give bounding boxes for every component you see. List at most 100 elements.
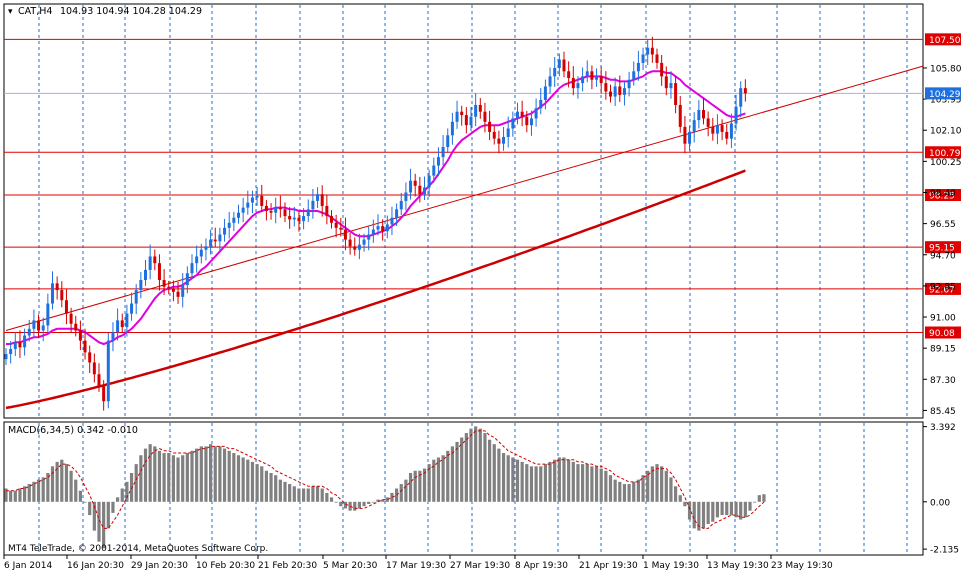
candle <box>604 71 608 100</box>
macd-bar <box>683 501 687 507</box>
macd-bar <box>539 466 543 502</box>
level-tag <box>925 282 961 295</box>
candle <box>213 227 217 248</box>
macd-bar <box>297 488 301 502</box>
macd-bar <box>641 475 645 502</box>
candle <box>78 320 82 351</box>
candle <box>706 111 710 137</box>
candle <box>55 276 59 300</box>
macd-bar <box>497 448 501 502</box>
macd-bar <box>385 497 389 502</box>
macd-bar <box>320 488 324 502</box>
macd-bar <box>674 486 678 502</box>
macd-bar <box>455 441 459 502</box>
candle <box>715 114 719 145</box>
candle <box>348 232 352 255</box>
candle <box>190 254 194 280</box>
macd-bar <box>436 457 441 502</box>
candle <box>455 100 459 129</box>
macd-bar <box>404 479 408 502</box>
macd-bar <box>32 481 36 502</box>
candle <box>660 54 664 86</box>
candle <box>720 119 724 141</box>
macd-bar <box>418 470 422 502</box>
price-tick-label: 94.70 <box>930 251 956 261</box>
macd-bar <box>757 495 761 502</box>
candle <box>525 110 529 133</box>
candle <box>627 71 631 97</box>
candle <box>385 215 389 239</box>
candle <box>692 112 696 143</box>
trendline[interactable] <box>5 65 924 331</box>
candle <box>613 77 617 106</box>
candle <box>37 314 41 338</box>
candle <box>683 115 687 154</box>
candle <box>609 84 612 103</box>
candle <box>641 47 645 70</box>
candle <box>446 128 450 153</box>
candle <box>278 195 282 218</box>
macd-bar <box>399 484 403 502</box>
candle <box>260 184 264 212</box>
macd-bar <box>474 426 478 502</box>
candle <box>492 126 496 145</box>
macd-bar <box>529 466 534 502</box>
macd-bar <box>148 444 152 502</box>
time-tick-label: 5 Mar 20:30 <box>323 561 378 571</box>
symbol-icon: ▾ <box>8 7 13 17</box>
candle <box>288 207 292 229</box>
macd-bar <box>46 472 50 502</box>
macd-bar <box>195 448 199 502</box>
macd-bar <box>213 446 217 502</box>
candle <box>283 202 287 222</box>
candle <box>590 65 594 90</box>
macd-bar <box>129 472 134 502</box>
candle <box>306 199 310 222</box>
candle <box>418 176 422 203</box>
macd-bar <box>250 461 255 502</box>
candle <box>120 313 124 334</box>
candle <box>232 211 236 232</box>
macd-bar <box>701 501 706 529</box>
candle <box>697 100 701 129</box>
candle <box>167 280 171 295</box>
time-tick-label: 10 Feb 20:30 <box>196 561 255 571</box>
macd-bar <box>511 457 515 502</box>
macd-bar <box>199 446 203 502</box>
candle <box>595 68 599 87</box>
candle <box>246 190 250 215</box>
macd-bar <box>78 490 82 502</box>
macd-tick-label: -2.135 <box>930 546 959 556</box>
candle <box>162 269 166 295</box>
time-tick-label: 16 Jan 20:30 <box>67 561 124 571</box>
candle <box>390 206 394 236</box>
macd-bar <box>157 450 162 502</box>
macd-bar <box>27 484 31 502</box>
candle <box>97 363 101 392</box>
candle <box>413 173 417 197</box>
candle <box>51 271 54 310</box>
macd-bar <box>171 455 175 502</box>
candle <box>106 332 110 409</box>
macd-label: MACD(6,34,5) 0.342 -0.010 <box>8 425 138 436</box>
macd-bar <box>88 501 92 516</box>
time-tick-label: 8 Apr 19:30 <box>515 561 568 571</box>
candle <box>395 203 399 226</box>
macd-bar <box>190 450 194 502</box>
macd-bar <box>557 457 561 502</box>
macd-bar <box>488 439 492 502</box>
macd-bar <box>553 459 557 502</box>
candle <box>339 217 343 237</box>
candle <box>664 66 668 96</box>
candle <box>274 197 278 224</box>
macd-bar <box>209 444 213 502</box>
candle <box>125 304 129 337</box>
price-tick-label: 91.00 <box>930 314 956 324</box>
candle <box>69 307 73 333</box>
candle <box>320 185 324 217</box>
candle <box>581 67 585 92</box>
candle <box>60 281 64 308</box>
macd-bar <box>102 501 106 549</box>
candle <box>223 218 227 242</box>
